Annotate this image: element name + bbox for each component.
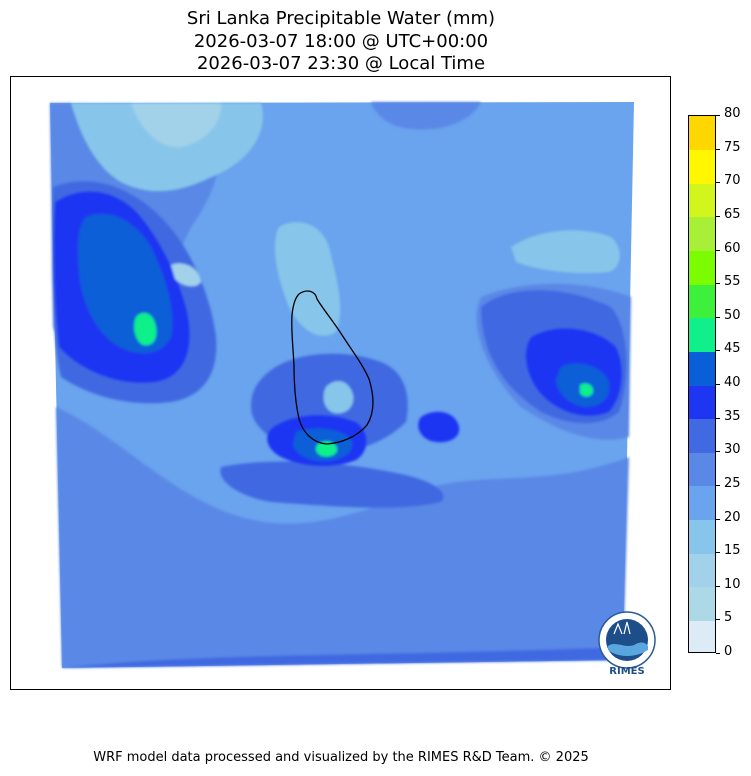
contour-25-30-south bbox=[56, 407, 629, 668]
colorbar-tick-label: 25 bbox=[724, 476, 741, 491]
contour-15-20-east bbox=[511, 230, 620, 274]
colorbar-segment bbox=[689, 485, 715, 520]
contour-10-15-patch bbox=[171, 263, 201, 287]
contour-30-35-bottom bbox=[62, 647, 623, 668]
colorbar-segment bbox=[689, 116, 715, 151]
colorbar-tick-label: 10 bbox=[724, 577, 741, 592]
colorbar-tick bbox=[716, 350, 720, 351]
colorbar-tick bbox=[716, 216, 720, 217]
colorbar-tick bbox=[716, 619, 720, 620]
colorbar-tick bbox=[716, 653, 720, 654]
colorbar-segment bbox=[689, 317, 715, 352]
colorbar-tick-label: 15 bbox=[724, 543, 741, 558]
colorbar-segment bbox=[689, 216, 715, 251]
contour-25-30-northeast bbox=[371, 102, 481, 130]
colorbar-segment bbox=[689, 586, 715, 621]
contour-45-50-west bbox=[134, 312, 157, 346]
colorbar-segment bbox=[689, 553, 715, 588]
colorbar-tick-label: 70 bbox=[724, 173, 741, 188]
colorbar-tick bbox=[716, 149, 720, 150]
colorbar-tick-label: 55 bbox=[724, 274, 741, 289]
contour-15-20-central bbox=[274, 222, 341, 336]
colorbar-segment bbox=[689, 149, 715, 184]
sri-lanka-coastline bbox=[291, 290, 374, 445]
colorbar-tick bbox=[716, 451, 720, 452]
contour-30-35-south-band bbox=[220, 461, 444, 508]
rimes-logo: RIMES bbox=[598, 611, 656, 677]
footer-credit: WRF model data processed and visualized … bbox=[93, 750, 589, 765]
colorbar-tick bbox=[716, 115, 720, 116]
colorbar-tick bbox=[716, 586, 720, 587]
contour-10-15-north bbox=[131, 103, 222, 148]
colorbar-segment bbox=[689, 385, 715, 420]
colorbar-tick bbox=[716, 485, 720, 486]
logo-text: RIMES bbox=[609, 666, 644, 677]
colorbar bbox=[688, 115, 716, 653]
colorbar-tick-label: 75 bbox=[724, 140, 741, 155]
map-frame bbox=[10, 76, 671, 690]
colorbar-segment bbox=[689, 519, 715, 554]
contour-15-20-island bbox=[323, 381, 354, 414]
colorbar-tick-label: 35 bbox=[724, 409, 741, 424]
colorbar-tick-label: 60 bbox=[724, 241, 741, 256]
colorbar-tick bbox=[716, 418, 720, 419]
colorbar-segment bbox=[689, 250, 715, 285]
colorbar-tick-label: 5 bbox=[724, 610, 733, 625]
colorbar-tick bbox=[716, 317, 720, 318]
colorbar-tick-label: 50 bbox=[724, 308, 741, 323]
map-title: Sri Lanka Precipitable Water (mm) bbox=[186, 8, 496, 29]
colorbar-segment bbox=[689, 418, 715, 453]
colorbar-segment bbox=[689, 351, 715, 386]
colorbar-segment bbox=[689, 284, 715, 319]
colorbar-tick-label: 30 bbox=[724, 442, 741, 457]
local-time-title: 2026-03-07 23:30 @ Local Time bbox=[196, 53, 486, 74]
colorbar-tick-label: 40 bbox=[724, 375, 741, 390]
contour-45-50-east bbox=[580, 383, 594, 397]
colorbar-tick-label: 45 bbox=[724, 341, 741, 356]
colorbar-tick-label: 20 bbox=[724, 510, 741, 525]
contour-35-40-small bbox=[418, 411, 460, 443]
colorbar-tick bbox=[716, 182, 720, 183]
colorbar-tick bbox=[716, 250, 720, 251]
colorbar-tick bbox=[716, 552, 720, 553]
colorbar-tick bbox=[716, 283, 720, 284]
utc-time-title: 2026-03-07 18:00 @ UTC+00:00 bbox=[193, 31, 489, 52]
contour-45-50-southcentral bbox=[315, 441, 338, 457]
colorbar-tick-label: 80 bbox=[724, 106, 741, 121]
precipitable-water-map bbox=[50, 102, 634, 668]
colorbar-segment bbox=[689, 620, 715, 652]
colorbar-segment bbox=[689, 183, 715, 218]
colorbar-tick bbox=[716, 519, 720, 520]
colorbar-tick-label: 65 bbox=[724, 207, 741, 222]
colorbar-tick-label: 0 bbox=[724, 644, 733, 659]
colorbar-segment bbox=[689, 452, 715, 487]
colorbar-tick bbox=[716, 384, 720, 385]
